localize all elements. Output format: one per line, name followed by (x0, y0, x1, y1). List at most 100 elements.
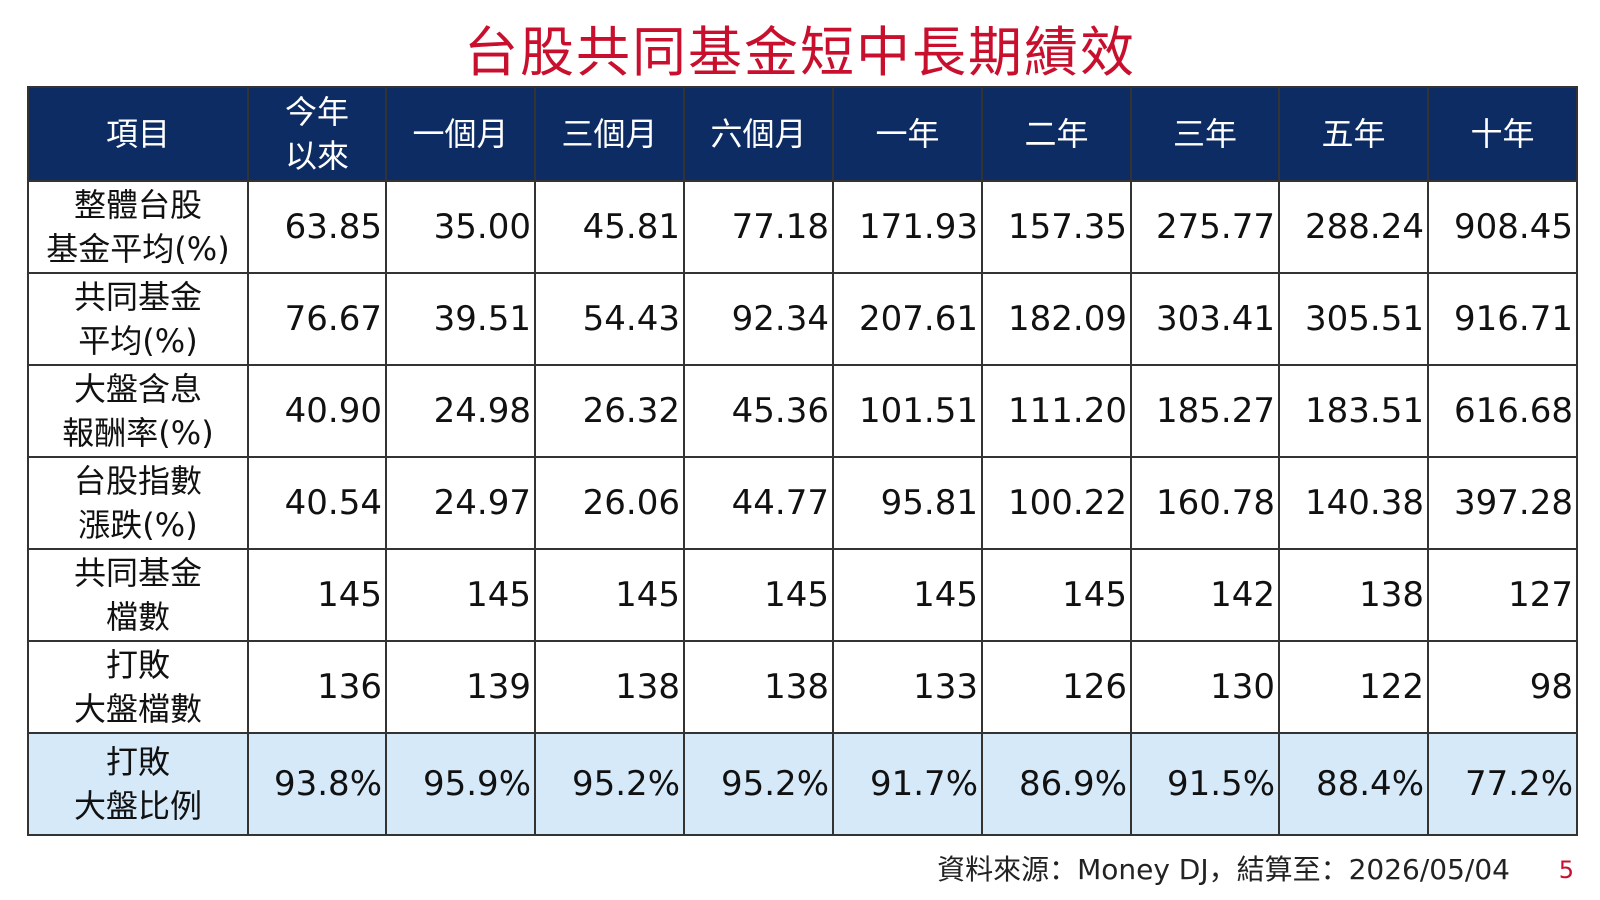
value-cell: 88.4% (1278, 732, 1429, 836)
value-cell: 76.67 (247, 272, 387, 366)
value-cell: 39.51 (385, 272, 536, 366)
value-cell: 26.06 (534, 456, 685, 550)
value-cell: 142 (1130, 548, 1280, 642)
value-cell: 63.85 (247, 180, 387, 274)
label-line: 基金平均(%) (46, 230, 230, 268)
label-line: 打敗 (105, 646, 170, 684)
value-cell: 171.93 (832, 180, 983, 274)
value-cell: 24.97 (385, 456, 536, 550)
header-line: 十年 (1470, 115, 1535, 153)
value-cell: 40.54 (247, 456, 387, 550)
column-header: 三個月 (534, 86, 685, 182)
value-cell: 35.00 (385, 180, 536, 274)
header-line: 項目 (105, 115, 170, 153)
value-cell: 182.09 (981, 272, 1132, 366)
value-cell: 45.81 (534, 180, 685, 274)
value-cell: 91.7% (832, 732, 983, 836)
value-cell: 133 (832, 640, 983, 734)
column-header: 十年 (1427, 86, 1578, 182)
value-cell: 160.78 (1130, 456, 1280, 550)
value-cell: 111.20 (981, 364, 1132, 458)
table-row: 台股指數漲跌(%) 40.54 24.97 26.06 44.77 95.81 100.22… (27, 456, 1578, 550)
value-cell: 101.51 (832, 364, 983, 458)
value-cell: 130 (1130, 640, 1280, 734)
value-cell: 305.51 (1278, 272, 1429, 366)
label-line: 打敗 (105, 743, 170, 781)
column-header: 今年 以來 (247, 86, 387, 182)
label-line: 報酬率(%) (62, 414, 214, 452)
column-header: 一年 (832, 86, 983, 182)
table-row: 打敗 大盤檔數 136 139 138 138 133 126 130 122 98 (27, 640, 1578, 734)
header-line: 五年 (1321, 115, 1386, 153)
value-cell: 100.22 (981, 456, 1132, 550)
value-cell: 98 (1427, 640, 1578, 734)
table-row: 打敗 大盤比例 93.8% 95.9% 95.2% 95.2% 91.7% 86.9% 91.5… (27, 732, 1578, 836)
value-cell: 303.41 (1130, 272, 1280, 366)
value-cell: 275.77 (1130, 180, 1280, 274)
value-cell: 92.34 (683, 272, 834, 366)
value-cell: 95.9% (385, 732, 536, 836)
column-header: 六個月 (683, 86, 834, 182)
value-cell: 185.27 (1130, 364, 1280, 458)
row-label: 共同基金 檔數 (27, 548, 249, 642)
column-header: 一個月 (385, 86, 536, 182)
value-cell: 77.18 (683, 180, 834, 274)
value-cell: 26.32 (534, 364, 685, 458)
label-line: 大盤比例 (73, 787, 202, 825)
value-cell: 145 (832, 548, 983, 642)
row-label: 整體台股基金平均(%) (27, 180, 249, 274)
column-header: 二年 (981, 86, 1132, 182)
label-line: 平均(%) (78, 322, 198, 360)
value-cell: 127 (1427, 548, 1578, 642)
performance-table: 項目 今年 以來 一個月 三個月 六個月 一年 二年 三年 五年 十年 整體台股 基金平均(%) 63.8… (27, 86, 1578, 836)
value-cell: 139 (385, 640, 536, 734)
table-row: 共同基金 平均(%) 76.67 39.51 54.43 92.34 207.61 182.0… (27, 272, 1578, 366)
header-line: 一年 (875, 115, 940, 153)
value-cell: 207.61 (832, 272, 983, 366)
value-cell: 54.43 (534, 272, 685, 366)
label-line: 檔數 (105, 598, 170, 636)
value-cell: 916.71 (1427, 272, 1578, 366)
source-note: 資料來源：Money DJ，結算至：2026/05/04 (937, 853, 1510, 886)
value-cell: 138 (683, 640, 834, 734)
value-cell: 136 (247, 640, 387, 734)
column-header: 五年 (1278, 86, 1429, 182)
label-line: 共同基金 (73, 554, 202, 592)
value-cell: 138 (1278, 548, 1429, 642)
value-cell: 183.51 (1278, 364, 1429, 458)
label-line: 大盤檔數 (73, 690, 202, 728)
value-cell: 288.24 (1278, 180, 1429, 274)
value-cell: 40.90 (247, 364, 387, 458)
value-cell: 145 (534, 548, 685, 642)
value-cell: 145 (385, 548, 536, 642)
label-line: 台股指數 (73, 462, 202, 500)
value-cell: 145 (981, 548, 1132, 642)
table-row: 共同基金 檔數 145 145 145 145 145 145 142 138 127 (27, 548, 1578, 642)
value-cell: 397.28 (1427, 456, 1578, 550)
row-label: 共同基金 平均(%) (27, 272, 249, 366)
title: 台股共同基金短中長期績效 (464, 21, 1136, 84)
value-cell: 44.77 (683, 456, 834, 550)
value-cell: 908.45 (1427, 180, 1578, 274)
value-cell: 126 (981, 640, 1132, 734)
value-cell: 616.68 (1427, 364, 1578, 458)
header-line: 六個月 (710, 115, 807, 153)
value-cell: 45.36 (683, 364, 834, 458)
value-cell: 24.98 (385, 364, 536, 458)
value-cell: 95.2% (683, 732, 834, 836)
page-number: 5 (1558, 856, 1574, 884)
label-line: 漲跌(%) (78, 506, 198, 544)
row-label: 打敗 大盤比例 (27, 732, 249, 836)
row-label: 大盤含息 報酬率(%) (27, 364, 249, 458)
column-header: 項目 (27, 86, 249, 182)
value-cell: 95.81 (832, 456, 983, 550)
header-row: 項目 今年 以來 一個月 三個月 六個月 一年 二年 三年 五年 十年 (27, 86, 1578, 182)
value-cell: 122 (1278, 640, 1429, 734)
label-line: 整體台股 (73, 186, 202, 224)
header-line: 二年 (1024, 115, 1089, 153)
value-cell: 140.38 (1278, 456, 1429, 550)
value-cell: 86.9% (981, 732, 1132, 836)
value-cell: 145 (247, 548, 387, 642)
row-label: 打敗 大盤檔數 (27, 640, 249, 734)
